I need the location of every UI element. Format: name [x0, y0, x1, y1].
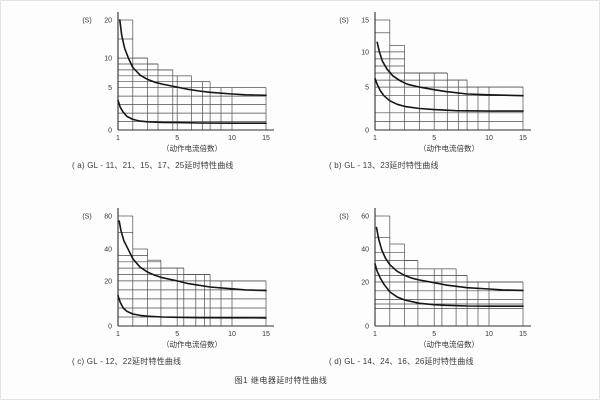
svg-text:10: 10 [361, 49, 369, 56]
svg-text:20: 20 [361, 280, 369, 287]
y-unit-label: (S) [82, 18, 91, 25]
curve-upper [118, 220, 267, 292]
svg-text:15: 15 [519, 331, 527, 338]
grid-lines [375, 215, 524, 326]
svg-text:60: 60 [361, 214, 369, 221]
axes [117, 208, 274, 327]
curve-upper [119, 19, 267, 97]
svg-text:10: 10 [485, 331, 493, 338]
svg-text:40: 40 [104, 247, 112, 254]
x-axis-title: （动作电流倍数） [162, 143, 222, 153]
grid-lines [118, 215, 267, 326]
curve-lower [374, 263, 524, 307]
chart-panel-c: 0 20 40 80 1 5 10 15 (S) （动作电流倍数） ( c) GL - 12、22… [56, 202, 311, 367]
svg-text:0: 0 [365, 324, 369, 331]
y-unit-label: (S) [82, 214, 91, 221]
svg-text:5: 5 [432, 331, 436, 338]
svg-text:0: 0 [365, 128, 369, 135]
svg-text:15: 15 [361, 18, 369, 25]
axes [117, 12, 274, 131]
figure-title: 图1 继电器延时特性曲线 [234, 376, 328, 385]
svg-text:10: 10 [485, 135, 493, 142]
svg-text:15: 15 [519, 135, 527, 142]
x-axis-title: （动作电流倍数） [419, 339, 479, 349]
svg-text:5: 5 [365, 85, 369, 92]
chart-panel-a: 0 5 10 20 1 5 10 15 (S) （动作电流倍数） ( a) GL - 11、21、… [56, 6, 311, 171]
y-unit-label: (S) [339, 214, 348, 221]
svg-text:1: 1 [116, 331, 120, 338]
x-axis-title: （动作电流倍数） [419, 143, 479, 153]
y-unit-label: (S) [339, 18, 348, 25]
axes [374, 208, 531, 327]
svg-text:20: 20 [104, 278, 112, 285]
curve-upper [375, 226, 524, 292]
svg-text:0: 0 [108, 324, 112, 331]
chart-b-caption: ( b) GL - 13、23延时特性曲线 [329, 161, 439, 170]
axes [374, 12, 531, 131]
svg-text:20: 20 [104, 18, 112, 25]
chart-c-caption: ( c) GL - 12、22延时特性曲线 [72, 357, 182, 366]
svg-text:10: 10 [104, 56, 112, 63]
svg-text:15: 15 [262, 331, 270, 338]
x-axis-title: （动作电流倍数） [162, 339, 222, 349]
chart-a-caption: ( a) GL - 11、21、15、17、25延时特性曲线 [72, 161, 234, 170]
chart-d-caption: ( d) GL - 14、24、16、26延时特性曲线 [329, 357, 474, 366]
curve-lower [374, 77, 524, 112]
svg-text:10: 10 [228, 135, 236, 142]
svg-text:80: 80 [104, 214, 112, 221]
curve-lower [117, 99, 267, 124]
curve-lower [117, 294, 267, 319]
svg-text:1: 1 [116, 135, 120, 142]
svg-text:5: 5 [108, 85, 112, 92]
svg-text:10: 10 [228, 331, 236, 338]
svg-text:1: 1 [373, 331, 377, 338]
curve-upper [376, 41, 524, 97]
svg-text:0: 0 [108, 128, 112, 135]
svg-text:5: 5 [175, 331, 179, 338]
svg-text:15: 15 [262, 135, 270, 142]
grid-lines [375, 19, 524, 130]
chart-panel-b: 0 5 10 15 1 5 10 15 (S) （动作电流倍数） ( b) GL - 13、23延… [313, 6, 568, 171]
svg-text:5: 5 [175, 135, 179, 142]
svg-text:1: 1 [373, 135, 377, 142]
chart-panel-d: 0 20 40 60 1 5 10 15 (S) （动作电流倍数） ( d) GL - 14、24… [313, 202, 568, 367]
svg-text:40: 40 [361, 247, 369, 254]
svg-text:5: 5 [432, 135, 436, 142]
